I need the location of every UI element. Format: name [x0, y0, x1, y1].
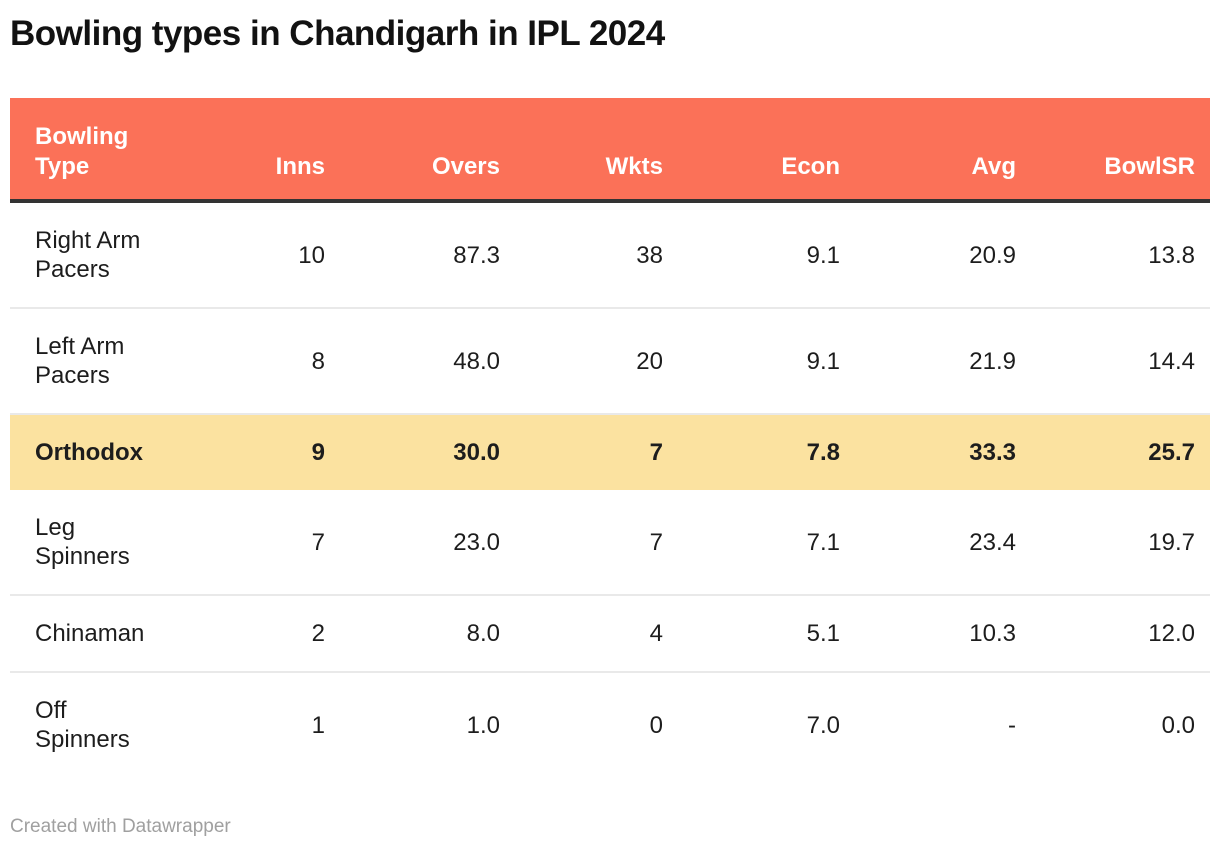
cell-value: 20	[636, 347, 663, 375]
row-label: Right Arm Pacers	[35, 227, 141, 283]
cell-value: 4	[649, 620, 663, 647]
col-header-bowlsr: BowlSR	[1031, 98, 1210, 201]
cell-value: 33.3	[969, 439, 1016, 466]
cell-value: 0.0	[1161, 711, 1195, 739]
bowling-types-table: Bowling Type Inns Overs Wkts Econ Avg Bo…	[10, 98, 1210, 777]
table-row: Off Spinners 1 1.0 0 7.0 - 0.0	[10, 672, 1210, 777]
col-header-bowling-type: Bowling Type	[10, 98, 195, 201]
col-header-avg: Avg	[855, 98, 1031, 201]
table-row: Leg Spinners 7 23.0 7 7.1 23.4 19.7	[10, 490, 1210, 595]
cell-value: 7	[649, 439, 663, 466]
cell-value: 30.0	[453, 439, 500, 466]
cell-value: 5.1	[806, 620, 840, 647]
datawrapper-credit: Created with Datawrapper	[10, 816, 231, 837]
cell-value: 8.0	[466, 620, 500, 647]
col-header-inns: Inns	[195, 98, 340, 201]
table-row: Orthodox 9 30.0 7 7.8 33.3 25.7	[10, 414, 1210, 490]
cell-value: 23.4	[969, 528, 1016, 556]
cell-value: 38	[636, 241, 663, 269]
cell-value: 19.7	[1148, 528, 1195, 556]
cell-value: 48.0	[453, 347, 500, 375]
cell-value: 9.1	[806, 241, 840, 269]
table-row: Chinaman 2 8.0 4 5.1 10.3 12.0	[10, 595, 1210, 672]
table-row: Left Arm Pacers 8 48.0 20 9.1 21.9 14.4	[10, 308, 1210, 414]
cell-value: 8	[311, 347, 325, 375]
col-header-econ: Econ	[678, 98, 855, 201]
col-header-wkts: Wkts	[515, 98, 678, 201]
row-label: Leg Spinners	[35, 514, 130, 570]
cell-value: 0	[649, 711, 663, 739]
cell-value: 9	[311, 439, 325, 466]
cell-value: 10	[298, 241, 325, 269]
cell-value: 12.0	[1148, 620, 1195, 647]
cell-value: 7.1	[806, 528, 840, 556]
page-title: Bowling types in Chandigarh in IPL 2024	[10, 14, 665, 53]
cell-value: 10.3	[969, 620, 1016, 647]
cell-value: 1.0	[466, 711, 500, 739]
cell-value: 87.3	[453, 241, 500, 269]
cell-value: 1	[311, 711, 325, 739]
row-label: Left Arm Pacers	[35, 333, 125, 389]
cell-value: 23.0	[453, 528, 500, 556]
cell-value: -	[1008, 711, 1016, 739]
row-label: Orthodox	[35, 439, 143, 466]
cell-value: 25.7	[1148, 439, 1195, 466]
cell-value: 13.8	[1148, 241, 1195, 269]
cell-value: 2	[311, 620, 325, 647]
col-header-overs: Overs	[340, 98, 515, 201]
cell-value: 9.1	[806, 347, 840, 375]
cell-value: 7	[649, 528, 663, 556]
cell-value: 7.8	[806, 439, 840, 466]
cell-value: 21.9	[969, 347, 1016, 375]
cell-value: 7	[311, 528, 325, 556]
table-header-row: Bowling Type Inns Overs Wkts Econ Avg Bo…	[10, 98, 1210, 201]
row-label: Off Spinners	[35, 697, 130, 753]
cell-value: 7.0	[806, 711, 840, 739]
cell-value: 20.9	[969, 241, 1016, 269]
cell-value: 14.4	[1148, 347, 1195, 375]
table-row: Right Arm Pacers 10 87.3 38 9.1 20.9 13.8	[10, 201, 1210, 308]
row-label: Chinaman	[35, 620, 145, 647]
